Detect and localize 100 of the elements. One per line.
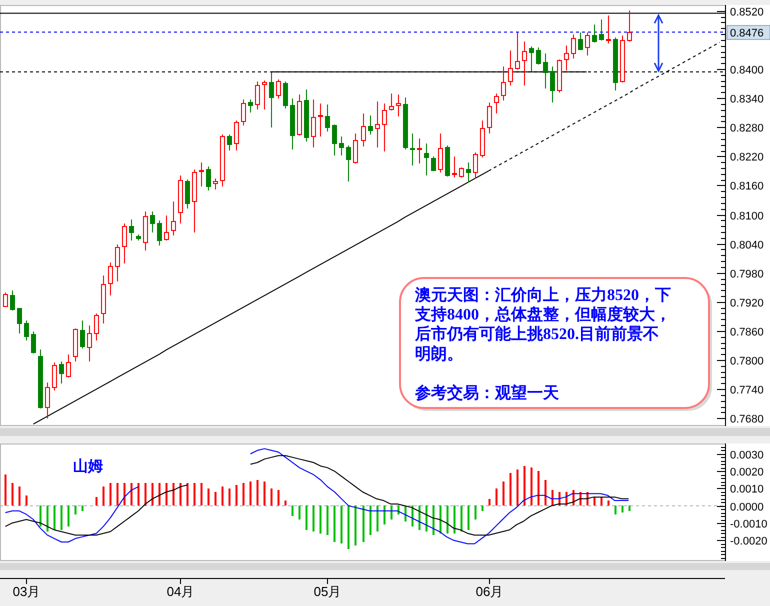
- y-tick-label: -0.0020: [730, 535, 768, 548]
- candlestick: [3, 292, 8, 307]
- bar: [270, 488, 272, 506]
- bar: [200, 483, 202, 506]
- candlestick: [269, 72, 274, 128]
- candlestick: [571, 34, 576, 59]
- candlestick: [522, 41, 527, 86]
- candlestick: [87, 325, 92, 362]
- candlestick: [578, 32, 583, 50]
- candlestick: [17, 308, 22, 334]
- bar: [320, 506, 322, 534]
- bar: [426, 506, 428, 532]
- bar: [284, 500, 286, 506]
- bar: [82, 506, 84, 511]
- bar: [510, 472, 512, 506]
- candlestick: [290, 98, 295, 150]
- bar: [4, 474, 6, 506]
- bar: [530, 468, 532, 506]
- candlestick: [248, 99, 253, 113]
- bar: [628, 506, 630, 511]
- bar: [348, 506, 350, 549]
- bar: [144, 483, 146, 506]
- candlestick: [501, 66, 506, 101]
- candlestick: [550, 66, 555, 103]
- bar: [110, 483, 112, 506]
- bar: [340, 506, 342, 544]
- candlestick: [403, 97, 408, 150]
- candlestick: [473, 152, 478, 179]
- bar: [326, 506, 328, 536]
- candlestick: [410, 133, 415, 166]
- bar: [158, 483, 160, 506]
- candlestick: [368, 115, 373, 135]
- bar: [488, 498, 490, 506]
- candlestick: [171, 201, 176, 236]
- bar: [446, 506, 448, 534]
- x-tick-label: 05月: [314, 584, 342, 599]
- candlestick: [487, 102, 492, 134]
- candlestick: [283, 81, 288, 109]
- bar: [102, 486, 104, 506]
- bar: [474, 506, 476, 520]
- candlestick: [108, 262, 113, 296]
- candlestick: [52, 362, 57, 391]
- candlestick: [508, 50, 513, 86]
- candlestick: [431, 156, 436, 171]
- candlestick: [417, 138, 422, 164]
- candlestick: [361, 113, 366, 147]
- candlestick: [255, 81, 260, 110]
- bar: [194, 483, 196, 506]
- candlestick: [529, 46, 534, 72]
- candlestick: [339, 136, 344, 156]
- bar: [390, 506, 392, 520]
- bar: [418, 506, 420, 530]
- annotation: 澳元天图：汇价向上，压力8520，下支持8400，总体盘整，但幅度较大，后市仍有可能上挑8520.目前前景不明朗。: [414, 286, 671, 363]
- candlestick: [445, 145, 450, 177]
- candlestick: [38, 349, 43, 409]
- candlestick: [480, 120, 485, 158]
- y-tick-label: 0.7800: [730, 355, 764, 368]
- candlestick: [613, 37, 618, 91]
- candlestick: [325, 104, 330, 132]
- y-tick-label: 0.8340: [730, 93, 764, 106]
- bar: [622, 506, 624, 513]
- candlestick: [31, 331, 36, 354]
- bar: [208, 488, 210, 506]
- candlestick: [438, 133, 443, 173]
- bar: [130, 483, 132, 506]
- candlestick: [45, 382, 50, 419]
- candlestick: [353, 133, 358, 164]
- bar: [454, 506, 456, 534]
- candlestick: [494, 93, 499, 114]
- y-tick-label: 0.8040: [730, 239, 764, 252]
- candlestick: [424, 143, 429, 176]
- candlestick: [536, 47, 541, 65]
- bar: [124, 483, 126, 506]
- candlestick: [59, 361, 64, 384]
- bar: [242, 483, 244, 506]
- bar: [298, 506, 300, 520]
- y-tick-label: 0.7860: [730, 326, 764, 338]
- y-tick-label: 0.7920: [730, 297, 764, 310]
- candlestick: [122, 223, 127, 264]
- bar: [334, 506, 336, 542]
- bar: [292, 506, 294, 516]
- candlestick: [627, 10, 632, 42]
- x-tick-label: 06月: [476, 584, 504, 599]
- bar: [502, 482, 504, 506]
- x-tick-label: 03月: [12, 584, 40, 599]
- candlestick: [136, 234, 141, 241]
- candlestick: [94, 313, 99, 341]
- y-tick-label: 0.0010: [730, 483, 764, 496]
- candlestick: [557, 59, 562, 93]
- candlestick: [234, 120, 239, 151]
- y-tick-label: 0.7980: [730, 268, 764, 280]
- bar: [26, 495, 28, 506]
- candlestick: [241, 99, 246, 126]
- x-tick-label: 04月: [166, 584, 194, 599]
- candlestick: [318, 103, 323, 137]
- candlestick: [276, 79, 281, 99]
- candlestick: [220, 134, 225, 187]
- candlestick: [129, 219, 134, 241]
- candlestick: [10, 290, 15, 311]
- candlestick: [150, 211, 155, 233]
